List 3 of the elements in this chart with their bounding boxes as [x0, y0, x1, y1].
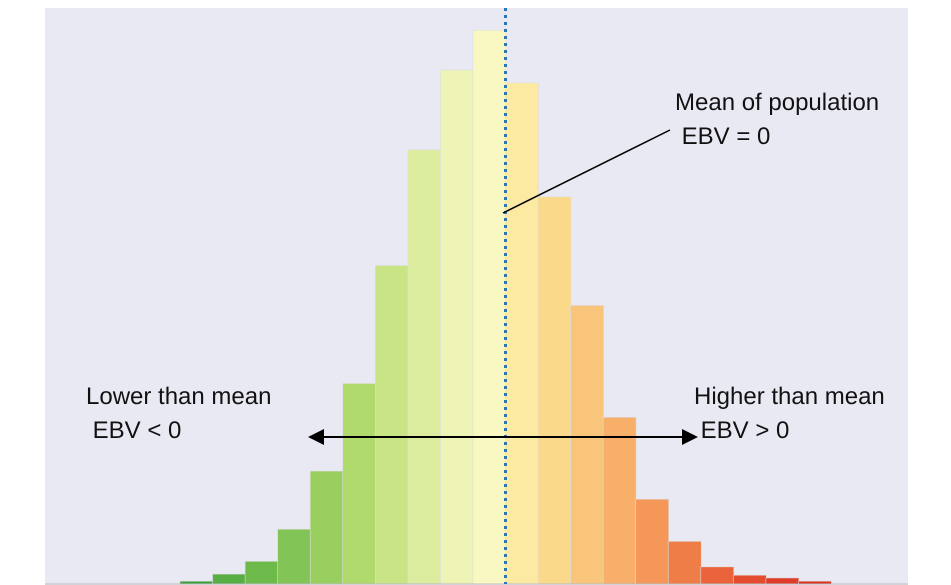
annotation: Mean of population EBV = 0 [675, 88, 880, 152]
annotation: Lower than mean EBV < 0 [86, 382, 272, 446]
annotation: Higher than mean EBV > 0 [694, 382, 885, 446]
